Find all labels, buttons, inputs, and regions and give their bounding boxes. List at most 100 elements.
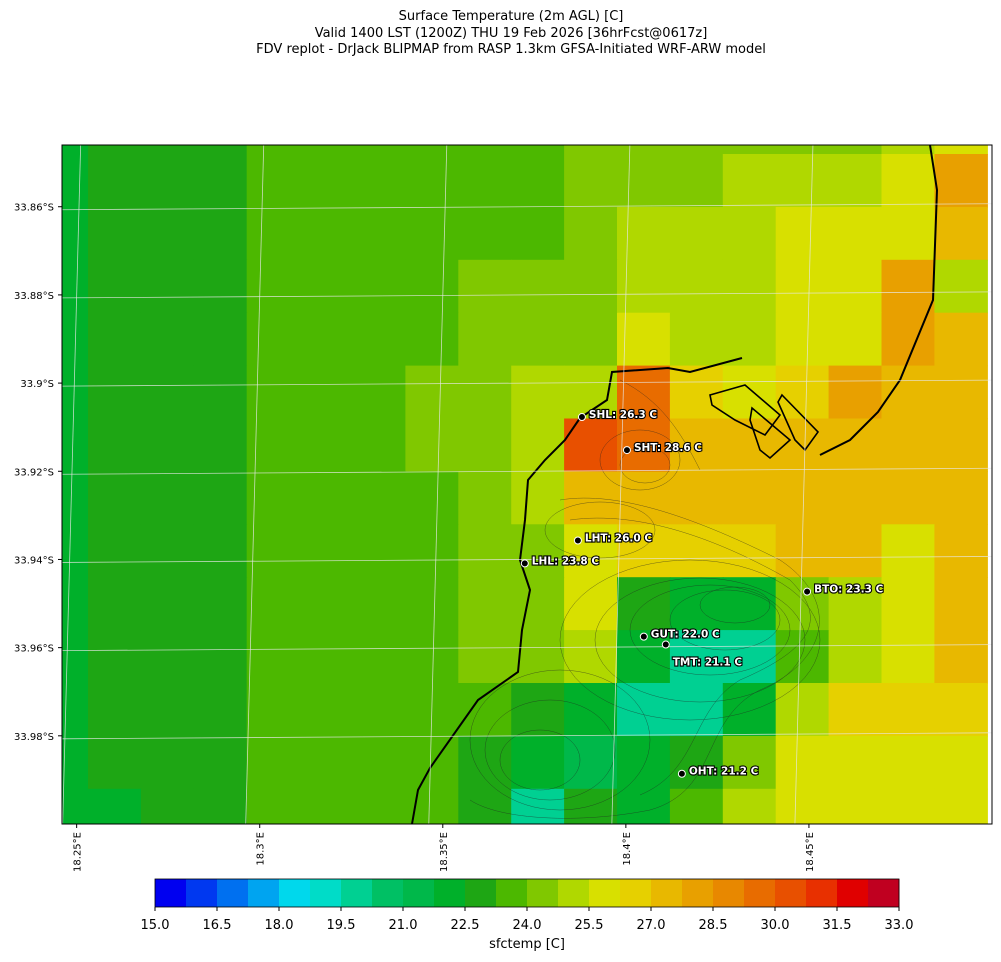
- grid-cell: [88, 577, 142, 631]
- grid-cell: [511, 735, 565, 790]
- grid-cell: [669, 471, 724, 525]
- grid-cell: [352, 683, 406, 737]
- grid-cell: [775, 259, 830, 314]
- grid-cell: [828, 471, 883, 525]
- grid-cell: [405, 259, 459, 314]
- colorbar-swatch: [496, 879, 528, 907]
- grid-cell: [458, 524, 512, 578]
- grid-cell: [458, 259, 512, 314]
- grid-cell: [775, 630, 830, 684]
- grid-cell: [140, 154, 195, 208]
- x-tick-label: 18.45°E: [805, 832, 816, 872]
- grid-cell: [775, 145, 830, 155]
- grid-cell: [352, 312, 406, 367]
- colorbar-tick-label: 33.0: [885, 918, 914, 933]
- grid-cell: [246, 312, 301, 367]
- grid-cell: [722, 154, 777, 208]
- grid-cell: [881, 365, 935, 420]
- colorbar-tick-label: 25.5: [575, 918, 604, 933]
- grid-cell: [352, 471, 406, 525]
- grid-cell: [246, 154, 301, 208]
- grid-cell: [299, 418, 354, 472]
- grid-cell: [722, 524, 777, 578]
- grid-cell: [140, 630, 195, 684]
- colorbar-swatch: [651, 879, 683, 907]
- grid-line: [62, 203, 992, 211]
- y-tick-label: 33.9°S: [20, 379, 54, 390]
- colorbar-swatch: [310, 879, 342, 907]
- grid-cell: [246, 471, 301, 525]
- grid-cell: [722, 145, 777, 155]
- grid-cell: [88, 788, 142, 824]
- grid-cell: [140, 418, 195, 472]
- grid-cell: [881, 683, 935, 737]
- grid-cell: [246, 365, 301, 420]
- station-marker: [577, 413, 586, 422]
- grid-cell: [299, 206, 354, 261]
- grid-cell: [934, 365, 988, 420]
- grid-cell: [62, 365, 89, 420]
- grid-cell: [62, 154, 89, 208]
- grid-cell: [564, 154, 618, 208]
- grid-cell: [62, 259, 89, 314]
- grid-cell: [722, 683, 777, 737]
- title-line: FDV replot - DrJack BLIPMAP from RASP 1.…: [256, 42, 766, 57]
- grid-cell: [405, 206, 459, 261]
- grid-cell: [934, 683, 988, 737]
- grid-cell: [193, 259, 248, 314]
- grid-cell: [246, 259, 301, 314]
- x-tick-label: 18.25°E: [73, 832, 84, 872]
- grid-cell: [140, 735, 195, 790]
- grid-cell: [458, 154, 512, 208]
- station-label: SHL: 26.3 C: [589, 409, 657, 421]
- station-label: LHL: 23.8 C: [532, 555, 600, 567]
- grid-cell: [88, 471, 142, 525]
- terrain-contours: [469, 379, 821, 819]
- grid-cell: [564, 577, 618, 631]
- grid-cell: [405, 365, 459, 420]
- grid-cell: [722, 312, 777, 367]
- grid-cell: [775, 154, 830, 208]
- grid-cell: [564, 418, 618, 472]
- grid-line: [245, 145, 265, 824]
- colorbar-tick-label: 18.0: [265, 918, 294, 933]
- grid-cell: [458, 683, 512, 737]
- grid-cell: [775, 788, 830, 824]
- grid-cell: [617, 259, 671, 314]
- grid-cell: [246, 630, 301, 684]
- grid-cell: [88, 145, 142, 155]
- colorbar-swatch: [527, 879, 559, 907]
- grid-cell: [458, 630, 512, 684]
- station-marker: [520, 559, 529, 568]
- grid-cell: [722, 206, 777, 261]
- grid-cell: [458, 312, 512, 367]
- station-marker: [639, 632, 648, 641]
- grid-cell: [669, 788, 724, 824]
- grid-cell: [881, 524, 935, 578]
- grid-cell: [564, 259, 618, 314]
- grid-cell: [617, 312, 671, 367]
- grid-cell: [405, 735, 459, 790]
- grid-cell: [617, 577, 671, 631]
- grid-cell: [88, 259, 142, 314]
- grid-cell: [352, 788, 406, 824]
- grid-cell: [617, 524, 671, 578]
- colorbar-label: sfctemp [C]: [489, 937, 565, 952]
- grid-cell: [881, 735, 935, 790]
- grid-cell: [352, 365, 406, 420]
- grid-cell: [193, 524, 248, 578]
- grid-cell: [299, 312, 354, 367]
- station-label: BTO: 23.3 C: [814, 584, 884, 596]
- grid-cell: [934, 577, 988, 631]
- colorbar-swatch: [186, 879, 218, 907]
- grid-cell: [246, 577, 301, 631]
- grid-cell: [88, 418, 142, 472]
- colorbar-swatch: [744, 879, 776, 907]
- grid-cell: [934, 259, 988, 314]
- grid-line: [62, 732, 992, 740]
- grid-cell: [617, 683, 671, 737]
- map-frame: [61, 144, 993, 825]
- grid-cell: [140, 312, 195, 367]
- grid-cell: [828, 735, 883, 790]
